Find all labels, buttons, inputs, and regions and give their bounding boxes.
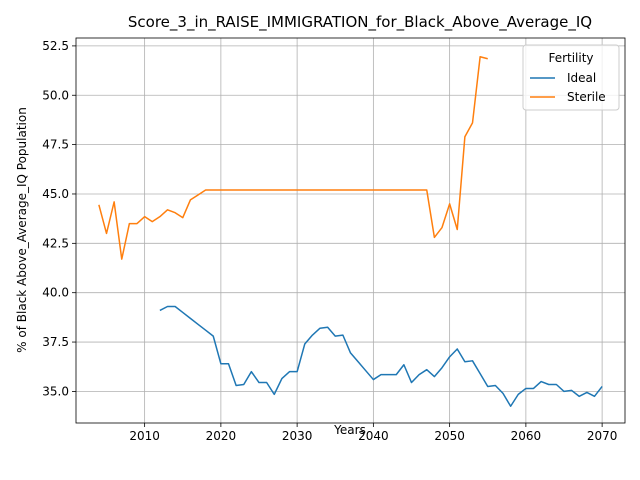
x-tick-label: 2010 — [129, 429, 160, 443]
x-tick-label: 2020 — [206, 429, 237, 443]
x-axis-ticks: 2010 2020 2030 2040 2050 2060 2070 — [129, 423, 617, 443]
legend-label-ideal: Ideal — [567, 71, 596, 85]
legend: Fertility Ideal Sterile — [523, 45, 619, 110]
x-tick-label: 2070 — [587, 429, 618, 443]
y-axis-ticks: 35.0 37.5 40.0 42.5 45.0 47.5 50.0 52.5 — [42, 39, 76, 399]
y-tick-label: 45.0 — [42, 187, 69, 201]
chart-title: Score_3_in_RAISE_IMMIGRATION_for_Black_A… — [128, 13, 592, 32]
x-axis-label: Years — [333, 423, 366, 437]
y-tick-label: 42.5 — [42, 236, 69, 250]
x-tick-label: 2030 — [282, 429, 313, 443]
legend-title: Fertility — [548, 51, 593, 65]
y-tick-label: 40.0 — [42, 286, 69, 300]
x-tick-label: 2050 — [434, 429, 465, 443]
y-tick-label: 37.5 — [42, 335, 69, 349]
x-tick-label: 2060 — [511, 429, 542, 443]
y-tick-label: 35.0 — [42, 384, 69, 398]
legend-label-sterile: Sterile — [567, 90, 606, 104]
y-tick-label: 47.5 — [42, 138, 69, 152]
y-tick-label: 52.5 — [42, 39, 69, 53]
y-axis-label: % of Black Above_Average_IQ Population — [15, 107, 29, 353]
y-tick-label: 50.0 — [42, 88, 69, 102]
